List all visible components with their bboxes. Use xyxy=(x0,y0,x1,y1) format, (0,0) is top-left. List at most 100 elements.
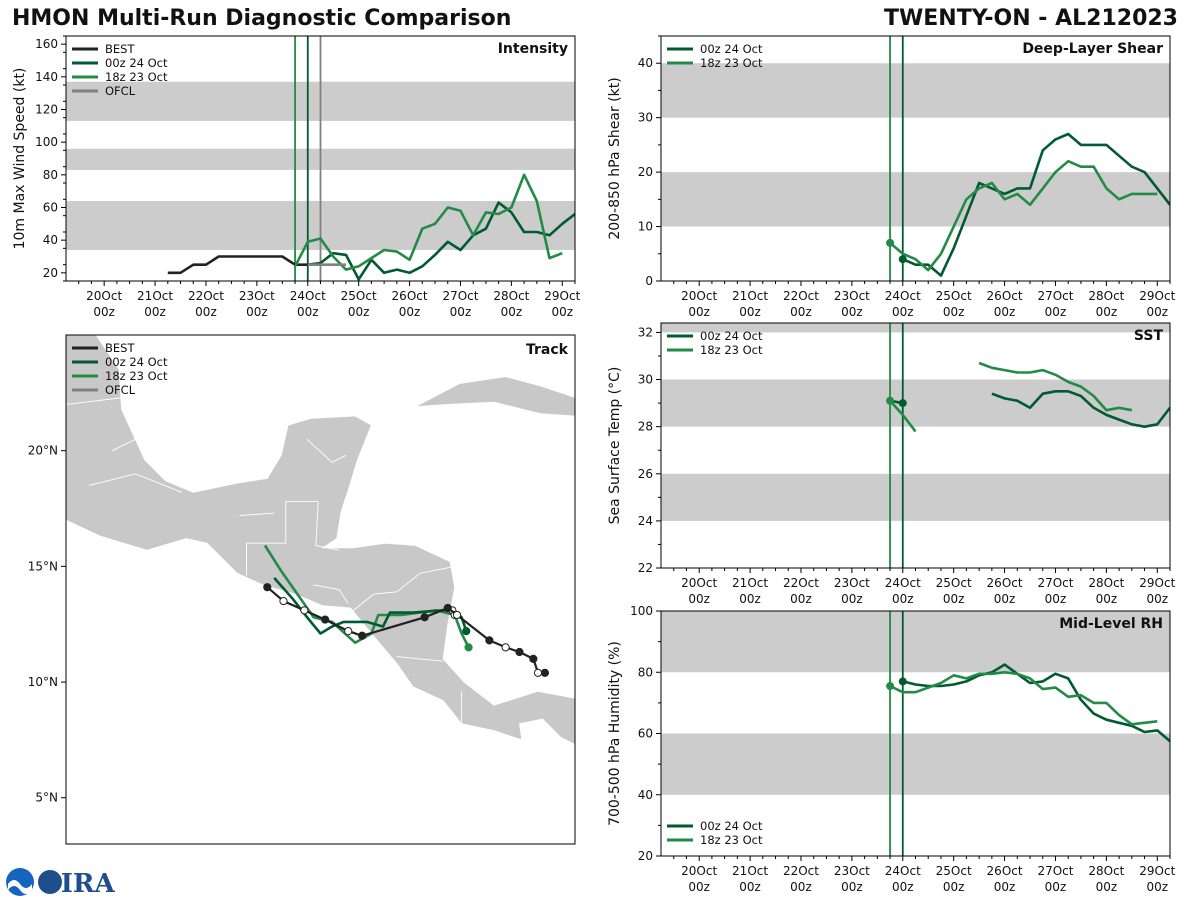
sst-series-run18-seg1 xyxy=(978,361,1133,412)
sst-series-run00-seg1 xyxy=(991,389,1170,429)
rh-xtick-hour: 00z xyxy=(943,880,965,894)
rh-xtick-day: 28Oct xyxy=(1088,864,1124,878)
shear-band xyxy=(661,63,1170,118)
shear-ytick-label: 10 xyxy=(638,220,653,234)
intensity-xtick-day: 27Oct xyxy=(442,289,478,303)
rh-xtick-hour: 00z xyxy=(1096,880,1118,894)
sst-ytick-label: 26 xyxy=(638,467,653,481)
intensity-ytick-label: 20 xyxy=(43,266,58,280)
intensity-xtick-hour: 00z xyxy=(195,305,217,319)
sst-xtick-hour: 00z xyxy=(841,592,863,606)
track-point-run18 xyxy=(464,643,473,652)
track-point-best xyxy=(263,583,272,592)
intensity-xtick-hour: 00z xyxy=(450,305,472,319)
shear-xtick-day: 26Oct xyxy=(987,289,1023,303)
rh-xtick-hour: 00z xyxy=(1146,880,1168,894)
panel-sst: 22 24 26 28 30 32 20Oct 00z 21Oct 00z 22Oct 00z 23Oc… xyxy=(607,322,1176,606)
rh-band xyxy=(661,733,1170,795)
sst-xtick-day: 25Oct xyxy=(936,576,972,590)
sst-band xyxy=(661,379,1170,427)
track-point-best xyxy=(529,654,538,664)
sst-xtick-day: 28Oct xyxy=(1088,576,1124,590)
track-point-best xyxy=(443,603,452,613)
track-lat-label: 15°N xyxy=(28,559,58,573)
intensity-xtick-hour: 00z xyxy=(246,305,268,319)
rh-xtick-hour: 00z xyxy=(739,880,761,894)
intensity-legend-label-run18: 18z 23 Oct xyxy=(105,70,168,84)
sst-xtick-day: 27Oct xyxy=(1037,576,1073,590)
track-border-line xyxy=(246,501,319,576)
sst-xtick-hour: 00z xyxy=(1045,592,1067,606)
intensity-legend-label-run00: 00z 24 Oct xyxy=(105,56,168,70)
sst-xtick-day: 26Oct xyxy=(987,576,1023,590)
intensity-xtick-day: 22Oct xyxy=(188,289,224,303)
rh-xtick-hour: 00z xyxy=(688,880,710,894)
sst-ytick-label: 22 xyxy=(638,561,653,575)
shear-xtick-hour: 00z xyxy=(739,305,761,319)
rh-series-run00 xyxy=(902,663,1170,743)
sst-xtick-day: 29Oct xyxy=(1139,576,1175,590)
rh-xtick-hour: 00z xyxy=(790,880,812,894)
shear-xtick-hour: 00z xyxy=(892,305,914,319)
sst-xtick-day: 22Oct xyxy=(783,576,819,590)
shear-xtick-day: 23Oct xyxy=(834,289,870,303)
shear-xtick-hour: 00z xyxy=(1045,305,1067,319)
rh-ytick-label: 100 xyxy=(630,604,653,618)
noaa-wave-icon xyxy=(8,880,32,894)
intensity-ytick-label: 40 xyxy=(43,233,58,247)
rh-marker-run00 xyxy=(898,677,907,686)
rh-xtick-hour: 00z xyxy=(841,880,863,894)
track-point-best xyxy=(300,606,309,615)
track-point-best xyxy=(452,610,462,620)
rh-ytick-label: 20 xyxy=(638,849,653,863)
sst-marker-run00 xyxy=(898,399,907,408)
track-point-best xyxy=(358,631,367,640)
track-border-line xyxy=(88,473,182,493)
rh-xtick-day: 24Oct xyxy=(885,864,921,878)
shear-xtick-hour: 00z xyxy=(688,305,710,319)
shear-xtick-hour: 00z xyxy=(994,305,1016,319)
intensity-xtick-day: 28Oct xyxy=(493,289,529,303)
shear-xtick-day: 24Oct xyxy=(885,289,921,303)
sst-xtick-day: 20Oct xyxy=(681,576,717,590)
shear-xtick-hour: 00z xyxy=(841,305,863,319)
shear-legend-label-run18: 18z 23 Oct xyxy=(700,56,763,70)
shear-xtick-day: 25Oct xyxy=(936,289,972,303)
panel-intensity: 20 40 60 80 100 120 140 160 20Oct 00z 21Oct 00z 22Oc… xyxy=(12,35,581,319)
intensity-xtick-hour: 00z xyxy=(501,305,523,319)
shear-xtick-day: 28Oct xyxy=(1088,289,1124,303)
rh-legend-label-run18: 18z 23 Oct xyxy=(700,833,763,847)
rh-legend-label-run00: 00z 24 Oct xyxy=(700,819,763,833)
sst-legend-label-run18: 18z 23 Oct xyxy=(700,343,763,357)
rh-band xyxy=(661,611,1170,673)
track-point-best xyxy=(485,636,494,645)
track-border-line xyxy=(313,584,349,604)
intensity-xtick-hour: 00z xyxy=(93,305,115,319)
track-point-best xyxy=(540,668,550,677)
track-legend-label-best: BEST xyxy=(105,341,135,355)
intensity-ylabel: 10m Max Wind Speed (kt) xyxy=(12,68,28,250)
shear-plot-area xyxy=(661,36,1170,281)
sst-ylabel: Sea Surface Temp (°C) xyxy=(607,367,623,525)
shear-series-run00 xyxy=(902,132,1170,277)
cira-logo: CIRA xyxy=(6,868,115,899)
shear-ytick-label: 0 xyxy=(645,274,653,288)
shear-xtick-hour: 00z xyxy=(790,305,812,319)
rh-xtick-day: 23Oct xyxy=(834,864,870,878)
intensity-xtick-hour: 00z xyxy=(551,305,573,319)
sst-xtick-hour: 00z xyxy=(1146,592,1168,606)
figure-title-left: HMON Multi-Run Diagnostic Comparison xyxy=(12,6,512,31)
sst-xtick-day: 21Oct xyxy=(732,576,768,590)
rh-series-run18 xyxy=(889,670,1158,726)
rh-xtick-day: 25Oct xyxy=(936,864,972,878)
intensity-xtick-day: 21Oct xyxy=(137,289,173,303)
intensity-panel-title: Intensity xyxy=(498,41,568,57)
shear-band xyxy=(661,172,1170,227)
rh-xtick-hour: 00z xyxy=(994,880,1016,894)
intensity-ytick-label: 60 xyxy=(43,201,58,215)
track-point-best xyxy=(420,613,429,622)
rh-xtick-hour: 00z xyxy=(1045,880,1067,894)
track-lat-label: 20°N xyxy=(28,444,58,458)
